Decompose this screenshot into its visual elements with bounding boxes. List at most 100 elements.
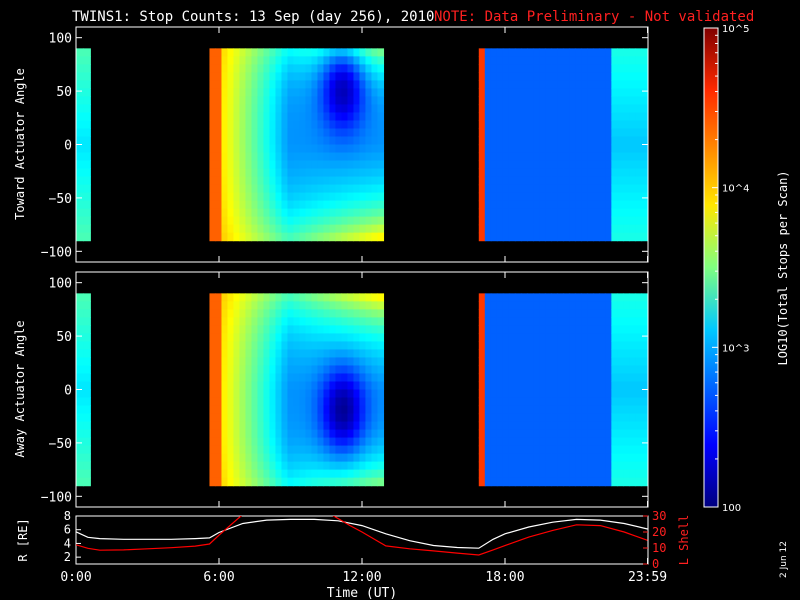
heatmap-cell <box>76 128 84 138</box>
heatmap-cell <box>539 461 546 471</box>
heatmap-cell <box>365 120 373 130</box>
heatmap-cell <box>611 168 618 178</box>
heatmap-cell <box>484 192 492 202</box>
heatmap-cell <box>617 349 625 359</box>
heatmap-cell <box>257 184 265 194</box>
heatmap-cell <box>227 349 235 359</box>
heatmap-cell <box>299 80 307 90</box>
heatmap-cell <box>76 429 84 439</box>
heatmap-cell <box>593 96 600 106</box>
y-tick-label: −50 <box>49 437 72 452</box>
heatmap-cell <box>508 104 516 114</box>
heatmap-cell <box>641 120 649 130</box>
heatmap-cell <box>227 120 235 130</box>
heatmap-cell <box>623 208 631 218</box>
heatmap-cell <box>635 176 643 186</box>
heatmap-cell <box>317 176 325 186</box>
heatmap-cell <box>557 224 564 234</box>
heatmap-cell <box>502 224 510 234</box>
heatmap-cell <box>239 429 247 439</box>
heatmap-cell <box>520 104 528 114</box>
heatmap-cell <box>353 160 361 170</box>
heatmap-cell <box>623 309 631 318</box>
heatmap-cell <box>257 333 265 343</box>
heatmap-cell <box>269 208 277 218</box>
heatmap-cell <box>599 200 606 210</box>
heatmap-cell <box>581 200 588 210</box>
heatmap-cell <box>490 397 498 407</box>
heatmap-cell <box>215 152 223 162</box>
heatmap-cell <box>269 445 277 455</box>
heatmap-cell <box>257 301 265 310</box>
heatmap-cell <box>257 216 265 226</box>
heatmap-cell <box>377 301 385 310</box>
heatmap-cell <box>629 224 637 234</box>
heatmap-cell <box>533 112 540 122</box>
heatmap-cell <box>545 413 552 423</box>
heatmap-cell <box>335 325 343 335</box>
heatmap-cell <box>245 160 253 170</box>
heatmap-cell <box>557 325 564 335</box>
heatmap-cell <box>508 453 516 463</box>
heatmap-cell <box>311 56 319 65</box>
heatmap-cell <box>514 216 522 226</box>
heatmap-cell <box>239 413 247 423</box>
heatmap-cell <box>365 461 373 471</box>
heatmap-cell <box>502 325 510 335</box>
heatmap-cell <box>533 160 540 170</box>
heatmap-cell <box>239 421 247 431</box>
heatmap-cell <box>341 96 349 106</box>
heatmap-cell <box>533 365 540 375</box>
heatmap-cell <box>526 200 534 210</box>
heatmap-cell <box>299 192 307 202</box>
heatmap-cell <box>215 373 223 383</box>
heatmap-cell <box>508 341 516 351</box>
heatmap-cell <box>209 301 217 310</box>
heatmap-cell <box>508 397 516 407</box>
heatmap-cell <box>563 461 570 471</box>
heatmap-cell <box>551 405 558 415</box>
heatmap-cell <box>563 301 570 310</box>
heatmap-cell <box>83 128 91 138</box>
heatmap-cell <box>341 429 349 439</box>
heatmap-cell <box>329 413 337 423</box>
heatmap-cell <box>599 309 606 318</box>
heatmap-cell <box>557 437 564 447</box>
heatmap-cell <box>215 317 223 327</box>
heatmap-cell <box>545 152 552 162</box>
heatmap-cell <box>569 325 576 335</box>
heatmap-cell <box>227 104 235 114</box>
heatmap-cell <box>593 88 600 98</box>
heatmap-cell <box>347 136 355 146</box>
heatmap-cell <box>514 469 522 479</box>
heatmap-cell <box>551 176 558 186</box>
colorbar-tick-label: 10^5 <box>722 24 749 35</box>
heatmap-cell <box>269 429 277 439</box>
heatmap-cell <box>593 184 600 194</box>
heatmap-cell <box>593 208 600 218</box>
heatmap-cell <box>347 88 355 98</box>
heatmap-cell <box>347 80 355 90</box>
heatmap-cell <box>347 309 355 318</box>
heatmap-cell <box>239 469 247 479</box>
heatmap-cell <box>611 112 618 122</box>
heatmap-cell <box>323 469 331 479</box>
heatmap-cell <box>83 381 91 391</box>
heatmap-cell <box>593 293 600 302</box>
heatmap-cell <box>311 309 319 318</box>
heatmap-cell <box>83 152 91 162</box>
heatmap-cell <box>287 469 295 479</box>
heatmap-cell <box>496 405 504 415</box>
heatmap-cell <box>551 349 558 359</box>
heatmap-cell <box>593 365 600 375</box>
heatmap-cell <box>269 128 277 138</box>
heatmap-cell <box>484 48 492 57</box>
heatmap-cell <box>293 405 301 415</box>
heatmap-cell <box>83 429 91 439</box>
heatmap-cell <box>377 120 385 130</box>
heatmap-cell <box>377 208 385 218</box>
heatmap-cell <box>539 168 546 178</box>
heatmap-cell <box>239 176 247 186</box>
heatmap-cell <box>287 365 295 375</box>
heatmap-cell <box>539 216 546 226</box>
